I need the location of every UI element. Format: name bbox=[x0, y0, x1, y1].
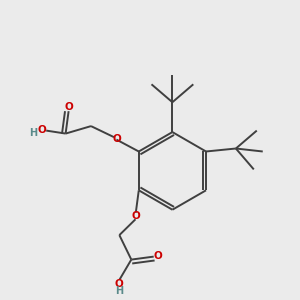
Text: O: O bbox=[112, 134, 121, 144]
Text: O: O bbox=[153, 251, 162, 261]
Text: O: O bbox=[38, 125, 46, 135]
Text: O: O bbox=[64, 102, 73, 112]
Text: H: H bbox=[115, 286, 123, 296]
Text: O: O bbox=[115, 279, 123, 289]
Text: H: H bbox=[30, 128, 38, 138]
Text: O: O bbox=[132, 211, 140, 221]
